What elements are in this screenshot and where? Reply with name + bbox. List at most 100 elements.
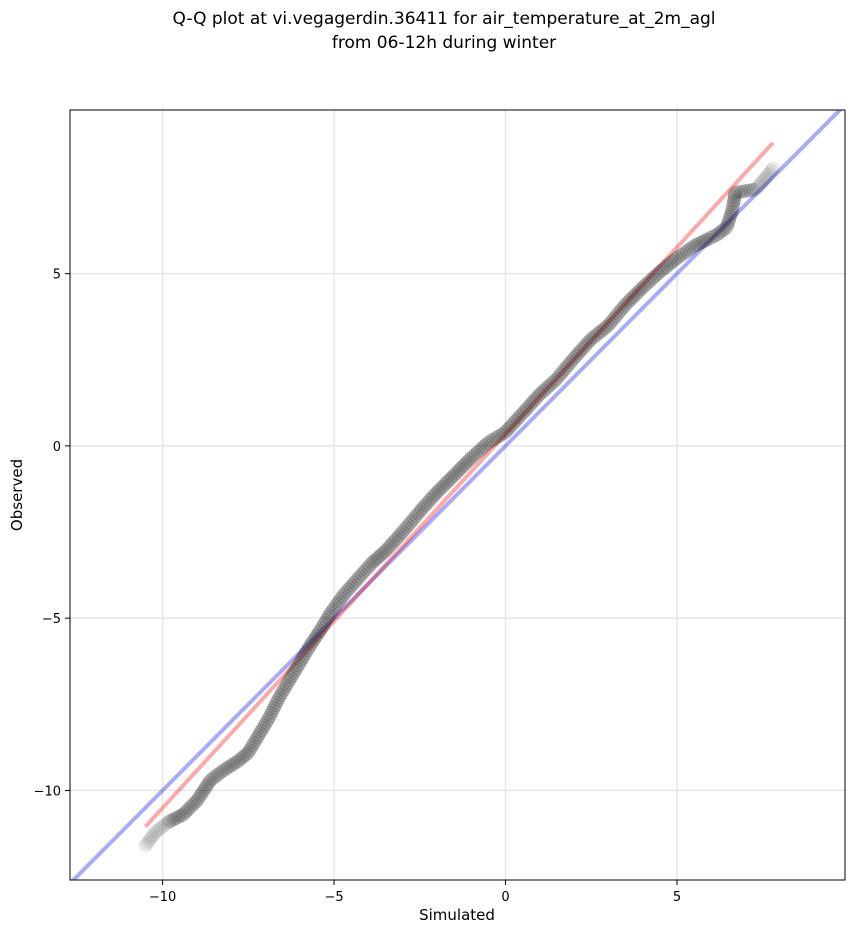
quantile-point (726, 196, 741, 210)
identity-line (70, 110, 843, 880)
quantile-point (626, 290, 641, 304)
quantile-point (565, 353, 580, 368)
quantile-point (724, 204, 739, 219)
quantile-point (462, 452, 477, 467)
quantile-point (708, 228, 723, 243)
quantile-point (330, 596, 345, 611)
quantile-point (224, 758, 239, 773)
quantile-point (317, 615, 332, 630)
quantile-point (646, 270, 661, 285)
quantile-point (286, 665, 301, 680)
quantile-point (612, 304, 627, 319)
quantile-point (319, 613, 334, 628)
quantile-point (460, 454, 475, 469)
quantile-point (614, 302, 629, 317)
quantile-point (599, 320, 614, 334)
quantile-point (256, 720, 270, 735)
quantile-point (416, 500, 431, 515)
quantile-point (259, 716, 273, 730)
quantile-point (372, 549, 387, 564)
quantile-point (595, 323, 609, 338)
quantile-point (659, 259, 674, 274)
quantile-point (327, 601, 341, 616)
quantile-point (607, 311, 622, 326)
quantile-point (502, 420, 517, 435)
quantile-point (370, 550, 385, 565)
quantile-point (667, 252, 682, 267)
y-axis-label: Observed (8, 459, 26, 531)
quantile-point (450, 464, 465, 479)
quantile-point (582, 334, 597, 349)
quantile-point (545, 375, 560, 390)
quantile-point (498, 425, 513, 440)
quantile-point (292, 656, 307, 670)
quantile-point (711, 227, 726, 241)
quantile-point (713, 225, 728, 240)
quantile-point (574, 342, 589, 357)
quantile-point (320, 610, 335, 625)
quantile-point (424, 491, 439, 506)
quantile-point (437, 477, 452, 492)
quantile-point (241, 745, 256, 760)
quantile-point (410, 506, 425, 521)
quantile-point (720, 217, 735, 232)
quantile-point (637, 278, 652, 293)
quantile-point (270, 693, 285, 707)
quantile-point (297, 648, 312, 663)
quantile-point (205, 771, 220, 786)
quantile-point (468, 447, 483, 462)
plot-area (70, 110, 843, 880)
quantile-point (345, 578, 360, 593)
quantile-point (504, 418, 519, 433)
quantile-point (580, 336, 595, 351)
quantile-point (700, 232, 715, 247)
quantile-point (687, 239, 702, 254)
quantile-point (588, 328, 603, 343)
quantile-point (333, 591, 348, 606)
quantile-point (748, 182, 763, 197)
quantile-point (670, 251, 684, 266)
quantile-point (624, 291, 639, 306)
quantile-point (283, 670, 298, 685)
quantile-point (254, 723, 269, 738)
quantile-point (635, 280, 650, 295)
quantile-point (724, 207, 738, 222)
quantile-point (721, 215, 736, 229)
quantile-point (141, 834, 156, 848)
quantile-point (339, 584, 354, 599)
quantile-point (715, 223, 730, 238)
quantile-point (458, 456, 473, 471)
quantile-point (547, 373, 562, 388)
quantile-point (740, 183, 754, 198)
quantile-point (750, 180, 765, 195)
quantile-point (328, 598, 343, 613)
quantile-point (486, 432, 501, 447)
fit-line (143, 141, 775, 828)
quantile-point (219, 761, 234, 776)
quantile-point (212, 766, 227, 781)
quantile-point (543, 377, 558, 392)
quantile-point (532, 387, 547, 402)
quantile-point (674, 247, 689, 262)
quantile-point (409, 509, 423, 523)
plot-frame (69, 109, 846, 881)
quantile-point (698, 233, 713, 248)
quantile-point (553, 367, 568, 382)
quantile-point (186, 797, 200, 812)
quantile-point (189, 793, 204, 808)
quantile-point (743, 183, 757, 198)
quantile-point (191, 791, 206, 806)
quantile-point (648, 268, 663, 283)
quantile-point (563, 355, 578, 370)
quantile-point (180, 803, 195, 818)
quantile-point (523, 397, 538, 412)
quantile-point (728, 185, 743, 200)
quantile-point (644, 272, 659, 287)
quantile-point (569, 348, 583, 363)
quantile-point (578, 338, 593, 353)
quantile-point (422, 493, 437, 508)
quantile-point (294, 653, 309, 668)
quantile-point (407, 511, 422, 526)
quantile-point (521, 399, 536, 414)
quantile-point (397, 522, 412, 537)
